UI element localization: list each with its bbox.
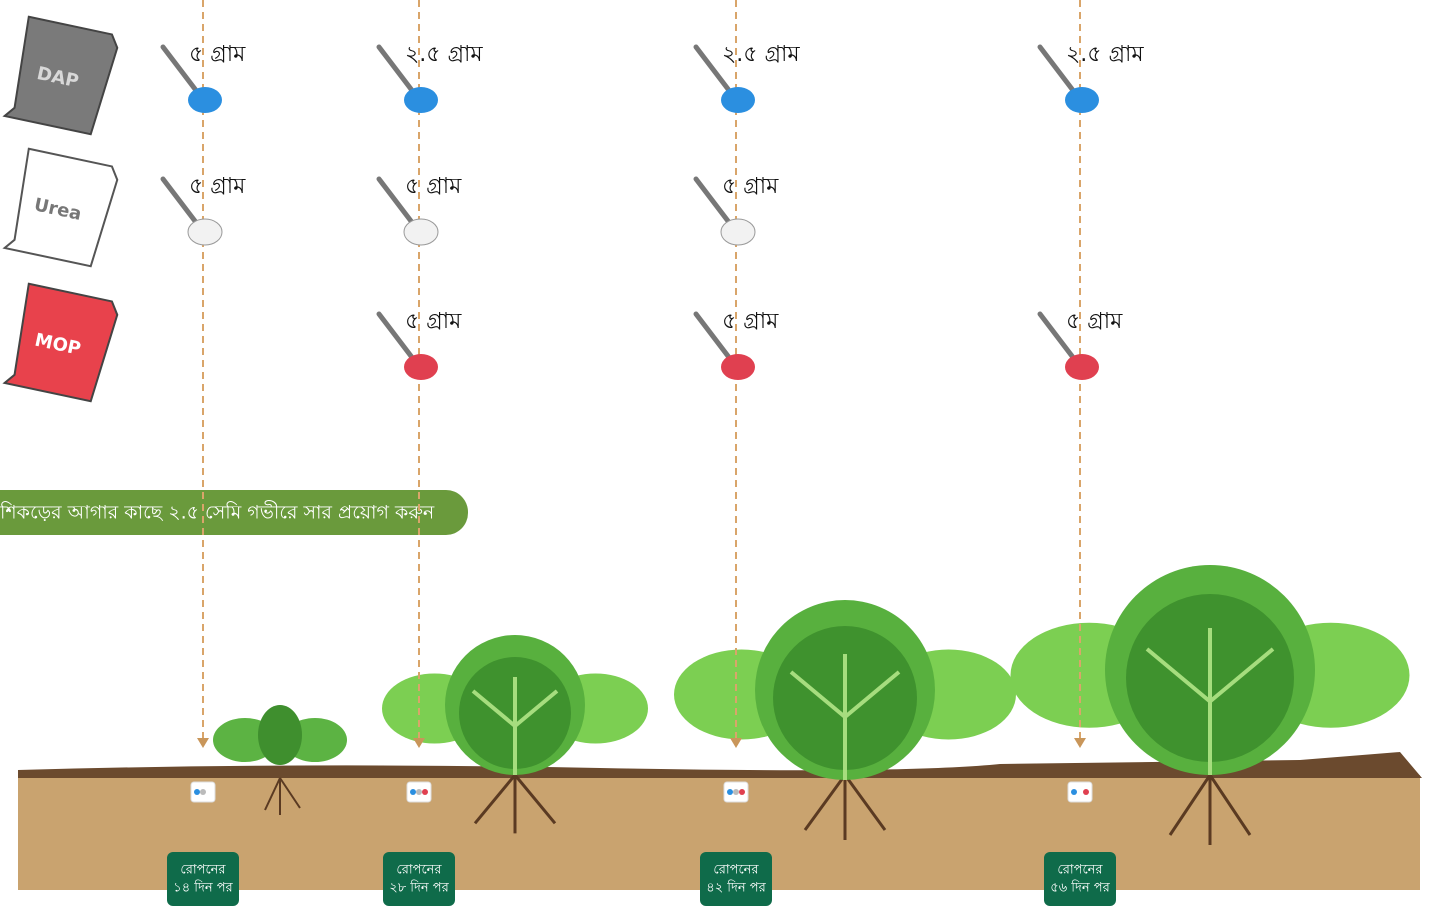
stage-badge: [1044, 852, 1116, 906]
pocket-granule: [739, 789, 745, 795]
infographic: শিকড়ের আগার কাছে ২.৫ সেমি গভীরে সার প্র…: [0, 0, 1436, 910]
dose-label: ৫ গ্রাম: [405, 309, 462, 334]
granules: [404, 87, 438, 113]
granules: [404, 354, 438, 380]
granules: [188, 87, 222, 113]
bags: DAP Urea MOP: [5, 16, 120, 403]
stage-badge: [167, 852, 239, 906]
stage-label: ১৪ দিন পর: [173, 880, 233, 896]
dose-label: ২.৫ গ্রাম: [722, 42, 800, 67]
stage-label: রোপনের: [396, 863, 442, 878]
arrow-head: [730, 738, 742, 748]
granules: [1065, 87, 1099, 113]
granules: [721, 87, 755, 113]
pocket-granule: [733, 789, 739, 795]
stage-badge: [383, 852, 455, 906]
dose-label: ২.৫ গ্রাম: [405, 42, 483, 67]
stage-badge: [700, 852, 772, 906]
fertilizer-bag: MOP: [5, 283, 120, 403]
dose-label: ২.৫ গ্রাম: [1066, 42, 1144, 67]
stage-label: ৪২ দিন পর: [706, 880, 766, 896]
stage-label: রোপনের: [1057, 863, 1103, 878]
granules: [188, 219, 222, 245]
pocket-granule: [200, 789, 206, 795]
pocket-granule: [1071, 789, 1077, 795]
arrow-head: [1074, 738, 1086, 748]
dose-label: ৫ গ্রাম: [189, 42, 246, 67]
arrow-head: [413, 738, 425, 748]
pocket-granule: [422, 789, 428, 795]
seedling-leaf: [258, 705, 302, 765]
stage-label: রোপনের: [713, 863, 759, 878]
fertilizer-bag: DAP: [5, 16, 120, 136]
pocket-granule: [1083, 789, 1089, 795]
dose-label: ৫ গ্রাম: [189, 174, 246, 199]
granules: [1065, 354, 1099, 380]
fertilizer-bag: Urea: [5, 148, 120, 268]
granules: [721, 219, 755, 245]
pocket-granule: [727, 789, 733, 795]
arrow-head: [197, 738, 209, 748]
stage-label: রোপনের: [180, 863, 226, 878]
banner-text: শিকড়ের আগার কাছে ২.৫ সেমি গভীরে সার প্র…: [0, 501, 435, 524]
dose-label: ৫ গ্রাম: [722, 309, 779, 334]
dose-label: ৫ গ্রাম: [722, 174, 779, 199]
dose-label: ৫ গ্রাম: [405, 174, 462, 199]
stage-label: ৫৬ দিন পর: [1050, 880, 1110, 896]
pocket-granule: [410, 789, 416, 795]
stage-label: ২৮ দিন পর: [389, 880, 449, 896]
granules: [404, 219, 438, 245]
pocket-granule: [194, 789, 200, 795]
dose-label: ৫ গ্রাম: [1066, 309, 1123, 334]
pocket-granule: [416, 789, 422, 795]
granules: [721, 354, 755, 380]
